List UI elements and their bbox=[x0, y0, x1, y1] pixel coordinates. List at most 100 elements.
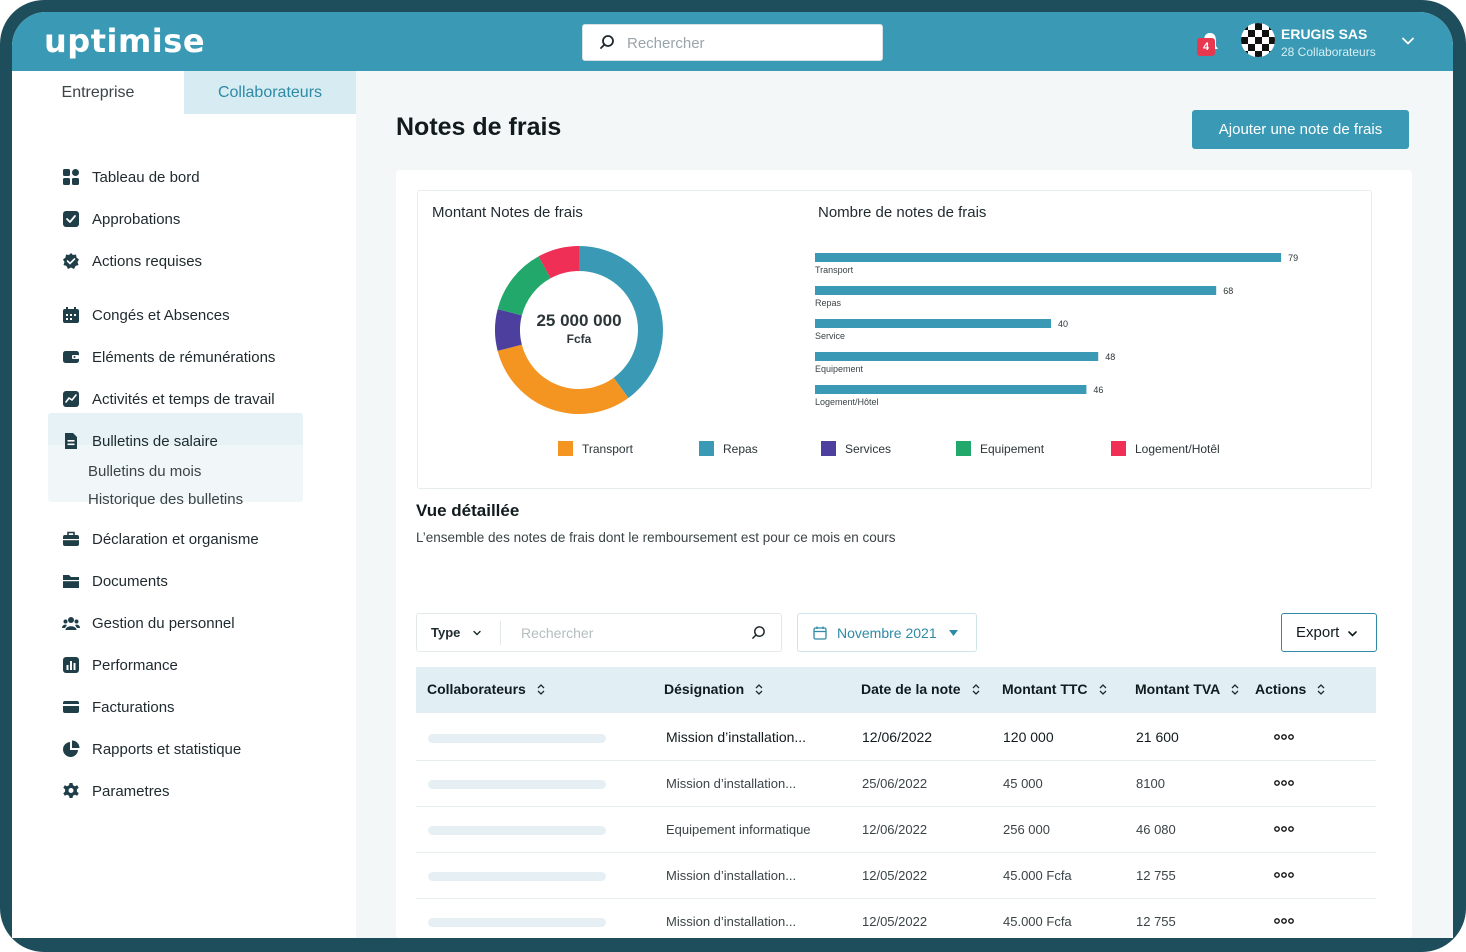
folder-icon bbox=[63, 575, 79, 588]
legend-swatch bbox=[821, 441, 836, 456]
donut-chart-title: Montant Notes de frais bbox=[432, 204, 583, 221]
table-search-input[interactable] bbox=[521, 622, 721, 644]
sidebar-item-documents[interactable]: Documents bbox=[48, 565, 304, 597]
table-row[interactable]: Mission d’installation... 12/06/2022 120… bbox=[416, 715, 1376, 761]
page-title: Notes de frais bbox=[396, 113, 562, 141]
search-icon[interactable] bbox=[751, 625, 766, 640]
cell-date: 12/06/2022 bbox=[862, 822, 928, 837]
table-row[interactable]: Equipement informatique 12/06/2022 256 0… bbox=[416, 807, 1376, 853]
cell-tva: 21 600 bbox=[1136, 729, 1179, 745]
table-row[interactable]: Mission d’installation... 12/05/2022 45.… bbox=[416, 899, 1376, 938]
column-header-actions[interactable]: Actions bbox=[1255, 681, 1326, 697]
column-header-collaborateurs[interactable]: Collaborateurs bbox=[427, 681, 546, 697]
badge-check-icon bbox=[63, 253, 79, 269]
sidebar-subitem-historique[interactable]: Historique des bulletins bbox=[88, 491, 244, 508]
donut-slice-repas bbox=[579, 246, 663, 398]
gear-icon bbox=[63, 783, 79, 798]
sidebar-item-label: Gestion du personnel bbox=[92, 614, 235, 632]
sidebar-item-performance[interactable]: Performance bbox=[48, 649, 304, 681]
cell-tva: 8100 bbox=[1136, 776, 1165, 791]
checkered-flag-icon bbox=[1241, 23, 1275, 57]
cell-date: 25/06/2022 bbox=[862, 776, 928, 791]
top-bar: uptimise 4 ER bbox=[12, 12, 1453, 71]
cell-date: 12/06/2022 bbox=[862, 729, 933, 745]
bar-value-label: 46 bbox=[1093, 385, 1103, 395]
cell-tva: 12 755 bbox=[1136, 868, 1176, 883]
cell-ttc: 45.000 Fcfa bbox=[1003, 868, 1072, 883]
briefcase-icon bbox=[63, 531, 79, 546]
sidebar-item-approbations[interactable]: Approbations bbox=[48, 203, 304, 235]
sidebar-item-rapports[interactable]: Rapports et statistique bbox=[48, 733, 304, 765]
app-logo[interactable]: uptimise bbox=[44, 22, 206, 60]
sidebar-item-gestion-personnel[interactable]: Gestion du personnel bbox=[48, 607, 304, 639]
sidebar-item-facturations[interactable]: Facturations bbox=[48, 691, 304, 723]
sidebar-subitem-bulletins-du-mois[interactable]: Bulletins du mois bbox=[88, 463, 202, 480]
active-item-highlight bbox=[48, 413, 303, 445]
bar-transport bbox=[815, 253, 1282, 262]
bar-value-label: 79 bbox=[1288, 253, 1298, 263]
table-row[interactable]: Mission d’installation... 12/05/2022 45.… bbox=[416, 853, 1376, 899]
more-actions-icon[interactable] bbox=[1274, 871, 1294, 879]
cell-designation: Equipement informatique bbox=[666, 822, 811, 837]
column-header-ttc[interactable]: Montant TTC bbox=[1002, 681, 1108, 697]
cell-ttc: 256 000 bbox=[1003, 822, 1050, 837]
bar-category-label: Logement/Hôtel bbox=[815, 397, 879, 407]
sidebar-item-parametres[interactable]: Parametres bbox=[48, 775, 304, 807]
more-actions-icon[interactable] bbox=[1274, 779, 1294, 787]
sidebar-item-label: Actions requises bbox=[92, 252, 203, 270]
company-name[interactable]: ERUGIS SAS bbox=[1281, 26, 1368, 42]
sidebar-item-actions-requises[interactable]: Actions requises bbox=[48, 245, 304, 277]
chevron-down-icon[interactable] bbox=[471, 627, 483, 639]
tab-collaborateurs[interactable]: Collaborateurs bbox=[184, 71, 356, 114]
add-expense-button[interactable]: Ajouter une note de frais bbox=[1192, 110, 1409, 149]
content-card: Montant Notes de frais Nombre de notes d… bbox=[396, 170, 1412, 938]
sidebar-item-label: Bulletins de salaire bbox=[92, 432, 218, 450]
column-header-tva[interactable]: Montant TVA bbox=[1135, 681, 1240, 697]
month-picker[interactable]: Novembre 2021 bbox=[797, 613, 977, 652]
legend-item-services: Services bbox=[821, 441, 891, 456]
bar-category-label: Repas bbox=[815, 298, 842, 308]
bar-equipement bbox=[815, 352, 1099, 361]
collaborator-name-placeholder bbox=[428, 780, 606, 789]
sidebar-item-label: Congés et Absences bbox=[92, 306, 230, 324]
cell-designation: Mission d’installation... bbox=[666, 729, 807, 745]
tab-entreprise[interactable]: Entreprise bbox=[12, 71, 184, 114]
sidebar-item-declaration[interactable]: Déclaration et organisme bbox=[48, 523, 304, 555]
company-avatar[interactable] bbox=[1241, 23, 1275, 57]
pie-chart-icon bbox=[63, 740, 80, 757]
chevron-down-icon[interactable] bbox=[1401, 34, 1415, 48]
table-row[interactable]: Mission d’installation... 25/06/2022 45 … bbox=[416, 761, 1376, 807]
more-actions-icon[interactable] bbox=[1274, 825, 1294, 833]
main-content: Notes de frais Ajouter une note de frais… bbox=[356, 71, 1453, 938]
column-header-date[interactable]: Date de la note bbox=[861, 681, 981, 697]
sidebar-item-conges[interactable]: Congés et Absences bbox=[48, 299, 304, 331]
more-actions-icon[interactable] bbox=[1274, 917, 1294, 925]
type-filter-label[interactable]: Type bbox=[431, 625, 461, 640]
bar-service bbox=[815, 319, 1051, 328]
people-icon bbox=[62, 617, 80, 630]
cell-ttc: 120 000 bbox=[1003, 729, 1054, 745]
more-actions-icon[interactable] bbox=[1274, 733, 1294, 741]
sidebar-item-remunerations[interactable]: Eléments de rémunérations bbox=[48, 341, 304, 373]
sort-icon bbox=[972, 683, 980, 695]
sidebar-item-activites[interactable]: Activités et temps de travail bbox=[48, 383, 304, 415]
sidebar-item-label: Facturations bbox=[92, 698, 175, 716]
activity-icon bbox=[63, 391, 79, 407]
section-subtitle: L’ensemble des notes de frais dont le re… bbox=[416, 530, 896, 545]
sidebar-item-tableau-de-bord[interactable]: Tableau de bord bbox=[48, 161, 304, 193]
bar-category-label: Service bbox=[815, 331, 845, 341]
bar-category-label: Transport bbox=[815, 265, 854, 275]
legend-label: Services bbox=[845, 441, 892, 456]
calendar-icon bbox=[813, 626, 827, 640]
collaborator-name-placeholder bbox=[428, 918, 606, 927]
legend-label: Equipement bbox=[980, 441, 1045, 456]
global-search[interactable] bbox=[582, 24, 883, 61]
global-search-input[interactable] bbox=[627, 31, 867, 55]
sidebar-item-bulletins[interactable]: Bulletins de salaire bbox=[48, 425, 304, 457]
cell-ttc: 45 000 bbox=[1003, 776, 1043, 791]
cell-designation: Mission d’installation... bbox=[666, 776, 797, 791]
export-button[interactable]: Export bbox=[1281, 613, 1377, 652]
column-header-designation[interactable]: Désignation bbox=[664, 681, 764, 697]
document-icon bbox=[65, 433, 77, 449]
cell-date: 12/05/2022 bbox=[862, 914, 928, 929]
